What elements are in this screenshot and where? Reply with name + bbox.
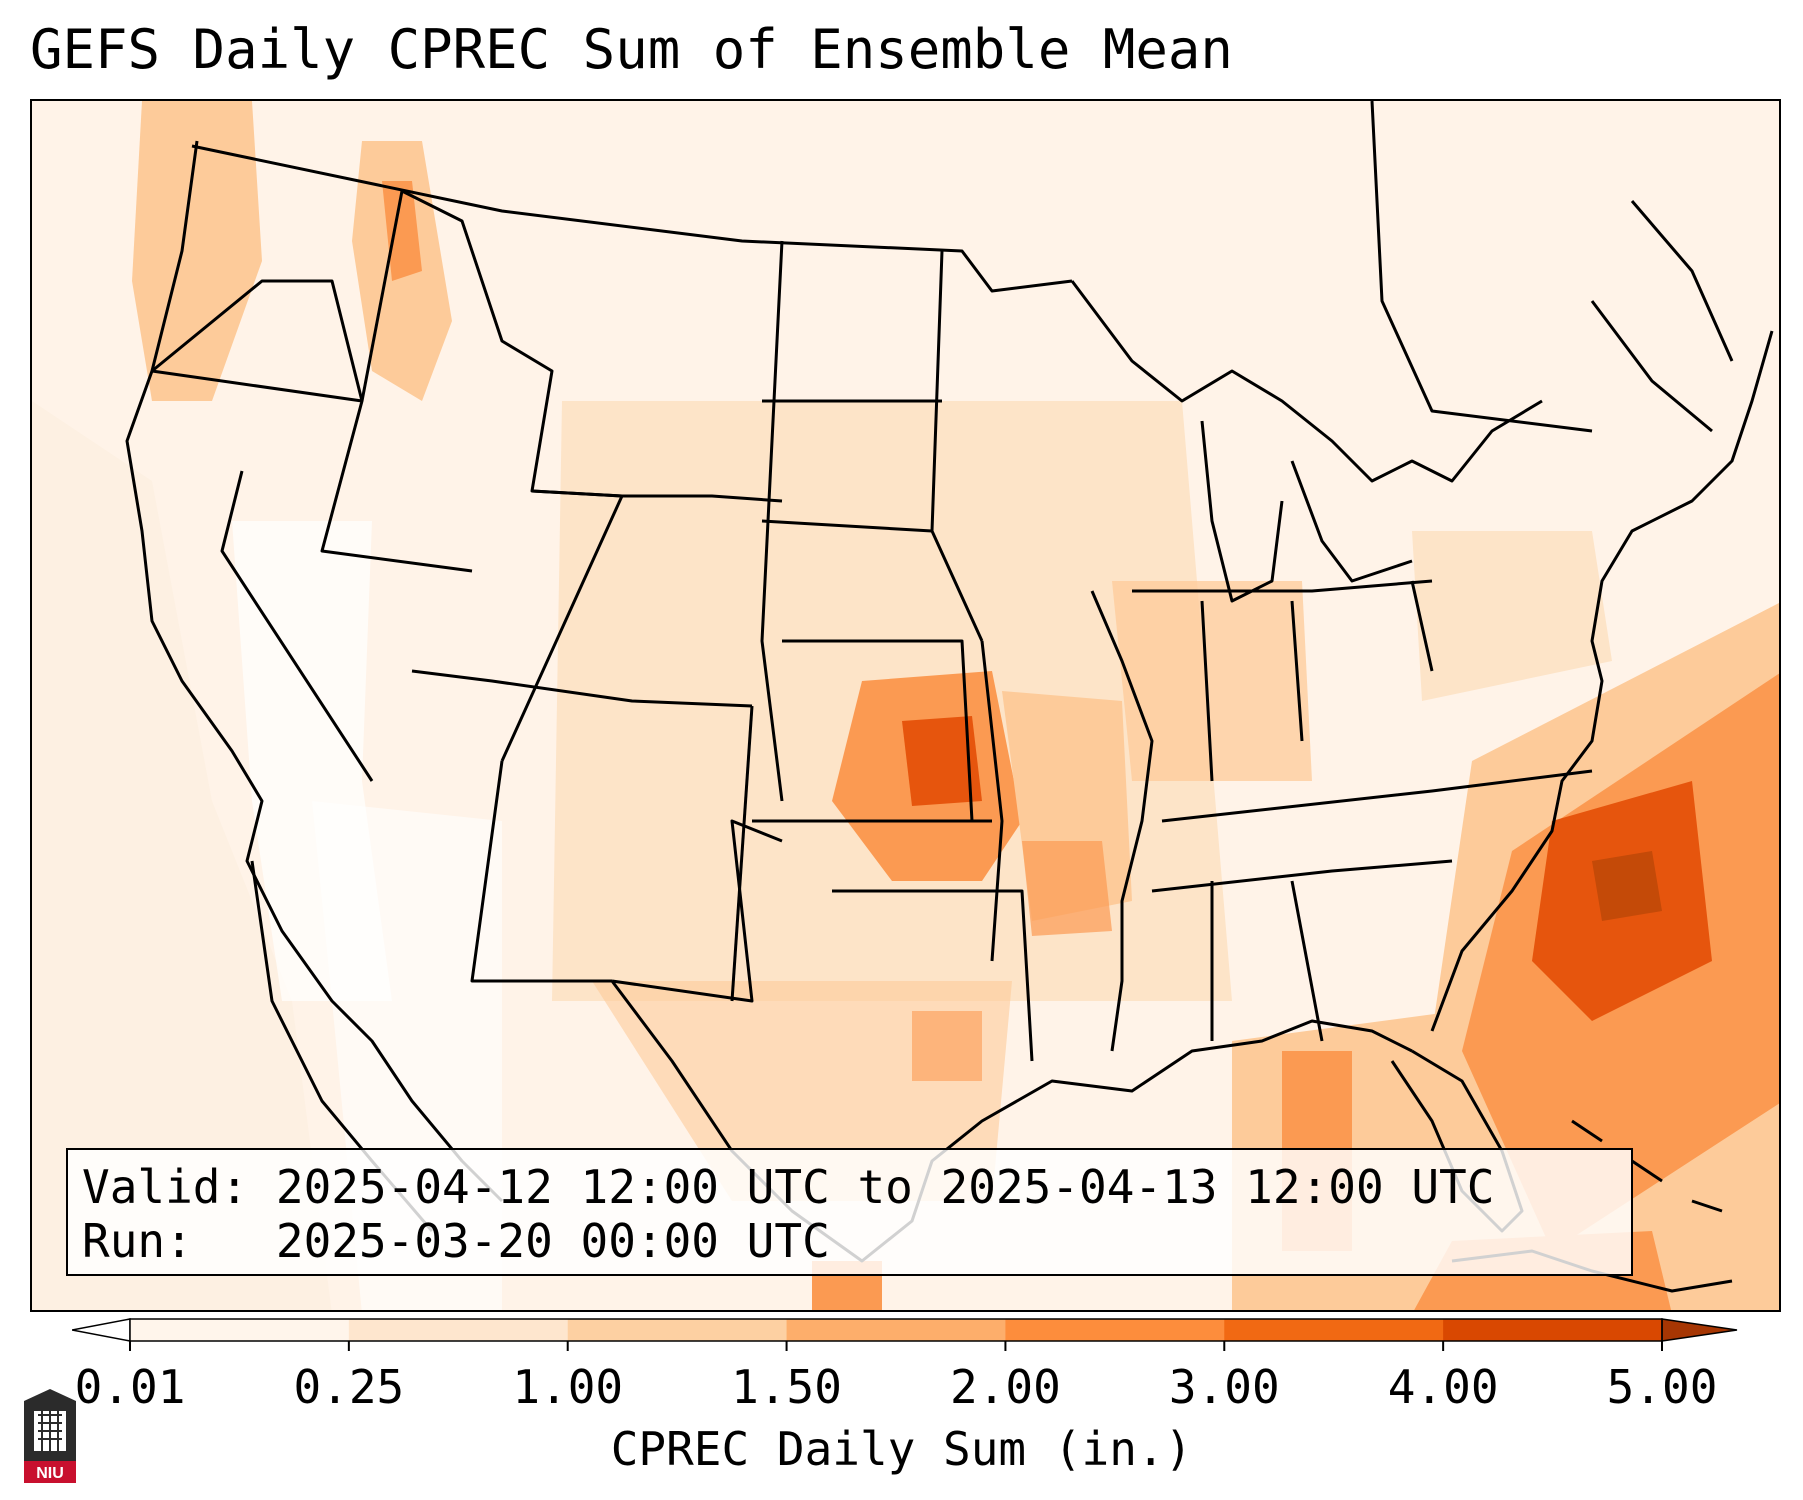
- run-label: Run:: [82, 1214, 193, 1268]
- minnesota-border: [930, 250, 984, 642]
- map-title: GEFS Daily CPREC Sum of Ensemble Mean: [30, 18, 1233, 81]
- bahamas-outline: [1571, 1119, 1723, 1213]
- colorbar-ticks: [129, 1341, 1663, 1351]
- colorbar-tick-label: 1.00: [512, 1360, 624, 1414]
- pacific-coastline: [125, 140, 504, 1203]
- colorbar-label: CPREC Daily Sum (in.): [610, 1422, 1193, 1476]
- utah-border: [500, 495, 624, 762]
- logo-text: NIU: [36, 1465, 64, 1482]
- niu-logo: NIU: [24, 1389, 76, 1483]
- colorbar-tick-label: 3.00: [1168, 1360, 1280, 1414]
- texas-precip-core: [912, 1011, 982, 1081]
- canada-east-borders: [1590, 200, 1734, 433]
- four-corners-line: [411, 669, 753, 708]
- midwest-precip-area: [1112, 581, 1312, 781]
- idaho-west-border: [360, 190, 404, 402]
- texas-precip-area: [592, 981, 1012, 1201]
- colorbar-tick-label: 0.01: [74, 1360, 186, 1414]
- great-lakes-shoreline: [1070, 280, 1543, 483]
- colorbar-segment: [786, 1319, 1006, 1341]
- colorbar-tick-label: 0.25: [293, 1360, 405, 1414]
- logo-banner: [24, 1461, 76, 1483]
- iowa-illinois-line: [1132, 579, 1433, 593]
- valid-run-info-box: Valid: 2025-04-12 12:00 UTC to 2025-04-1…: [66, 1148, 1633, 1276]
- lake-huron-erie-shoreline: [1290, 460, 1413, 583]
- atlantic-precip-max: [1592, 851, 1662, 921]
- lake-michigan-shoreline: [1200, 420, 1284, 603]
- colorbar-segment: [567, 1319, 788, 1341]
- oregon-border: [151, 369, 473, 573]
- midwest-borders: [1200, 580, 1434, 782]
- dakota-west-border: [760, 240, 784, 802]
- nevada-border: [220, 470, 374, 782]
- colorbar-tick-label: 5.00: [1606, 1360, 1718, 1414]
- logo-windows: [38, 1411, 62, 1451]
- colorbar-tick-label: 4.00: [1387, 1360, 1499, 1414]
- arkansas-precip-area: [1022, 841, 1112, 936]
- northeast-precip: [1412, 531, 1612, 701]
- precipitation-map: [30, 99, 1781, 1312]
- map-canvas: [32, 101, 1779, 1310]
- run-row: Run: 2025-03-20 00:00 UTC: [82, 1214, 1617, 1268]
- kansas-precip-core: [902, 716, 982, 806]
- colorbar-over-arrow: [1661, 1318, 1738, 1342]
- pacific-field: [32, 401, 332, 1310]
- alabama-georgia-borders: [1210, 880, 1324, 1042]
- colorbar-segment: [130, 1319, 350, 1341]
- run-value: 2025-03-20 00:00 UTC: [275, 1214, 830, 1268]
- missouri-border: [980, 640, 1004, 962]
- colorbar-segment: [1224, 1319, 1444, 1341]
- wyoming-south-border: [531, 489, 783, 503]
- oklahoma-texas-border: [832, 889, 1034, 1062]
- colorbar-segment: [1443, 1319, 1663, 1341]
- atlantic-coastline: [1430, 330, 1774, 1032]
- colorbar-segment: [348, 1319, 569, 1341]
- plains-borders: [761, 399, 974, 822]
- idaho-precip-core: [382, 181, 422, 281]
- colorbar-segments: [72, 1318, 1738, 1342]
- mississippi-river-border: [1090, 590, 1154, 1052]
- colorbar-tick-label: 2.00: [950, 1360, 1061, 1414]
- colorbar-segment: [1005, 1319, 1225, 1341]
- valid-value: 2025-04-12 12:00 UTC to 2025-04-13 12:00…: [275, 1160, 1495, 1214]
- tennessee-border: [1161, 769, 1593, 823]
- new-mexico-border: [611, 819, 783, 1003]
- colorbar-under-arrow: [72, 1318, 131, 1342]
- arizona-border: [470, 760, 612, 983]
- valid-label: Valid:: [82, 1160, 249, 1214]
- valid-row: Valid: 2025-04-12 12:00 UTC to 2025-04-1…: [82, 1160, 1617, 1214]
- us-canada-border: [191, 144, 1073, 293]
- colorbar-tick-label: 1.50: [731, 1360, 842, 1414]
- colorado-east-border: [730, 705, 754, 1002]
- colorbar-outline: [129, 1318, 1663, 1342]
- colorbar: [72, 1318, 1738, 1351]
- ontario-quebec-border: [1370, 101, 1593, 433]
- washington-border: [151, 279, 364, 402]
